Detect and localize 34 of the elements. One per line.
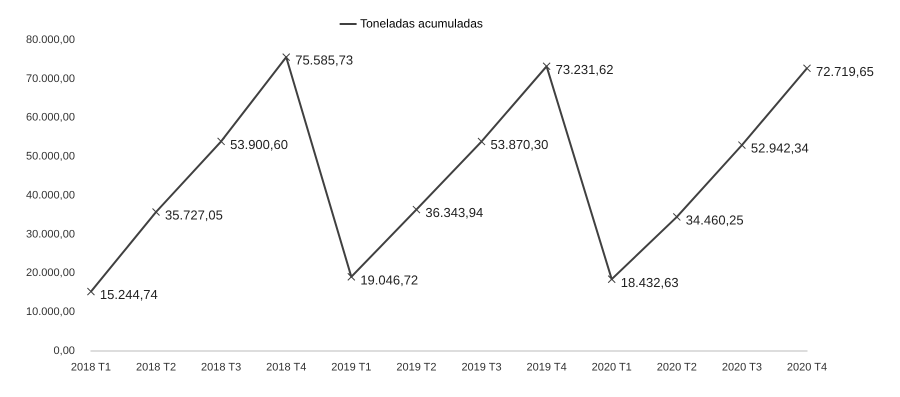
- y-tick-label: 70.000,00: [26, 72, 75, 85]
- x-tick-label: 2018 T3: [201, 361, 242, 374]
- data-label: 35.727,05: [165, 208, 223, 223]
- data-label: 36.343,94: [425, 205, 484, 220]
- data-label: 18.432,63: [620, 274, 679, 290]
- x-tick-label: 2020 T3: [722, 361, 762, 374]
- data-label: 73.231,62: [556, 62, 614, 77]
- data-label: 15.244,74: [100, 287, 158, 302]
- x-tick-label: 2020 T4: [786, 361, 828, 374]
- data-label: 72.719,65: [816, 64, 874, 79]
- data-label: 52.942,34: [750, 140, 809, 156]
- y-tick-label: 60.000,00: [26, 112, 75, 124]
- x-tick-label: 2018 T1: [70, 361, 112, 374]
- x-tick-label: 2020 T2: [656, 361, 697, 374]
- x-tick-label: 2019 T4: [526, 361, 567, 374]
- data-label: 53.870,30: [490, 137, 548, 152]
- y-tick-label: 0,00: [54, 344, 75, 357]
- x-tick-label: 2020 T1: [592, 361, 632, 374]
- y-tick-label: 80.000,00: [26, 34, 75, 46]
- data-label: 34.460,25: [686, 212, 744, 228]
- x-tick-label: 2018 T2: [136, 361, 176, 374]
- y-tick-label: 30.000,00: [26, 228, 75, 240]
- data-label: 75.585,73: [295, 52, 354, 68]
- data-label: 53.900,60: [230, 136, 288, 152]
- x-tick-label: 2019 T2: [396, 361, 437, 374]
- y-tick-label: 50.000,00: [26, 150, 75, 163]
- x-tick-label: 2019 T3: [461, 361, 502, 374]
- legend-label: Toneladas acumuladas: [360, 16, 483, 30]
- data-label: 19.046,72: [360, 272, 418, 288]
- x-tick-label: 2018 T4: [266, 361, 306, 374]
- y-tick-label: 40.000,00: [26, 189, 75, 202]
- x-tick-label: 2019 T1: [331, 361, 372, 374]
- y-tick-label: 10.000,00: [26, 306, 75, 318]
- y-tick-label: 20.000,00: [26, 267, 75, 280]
